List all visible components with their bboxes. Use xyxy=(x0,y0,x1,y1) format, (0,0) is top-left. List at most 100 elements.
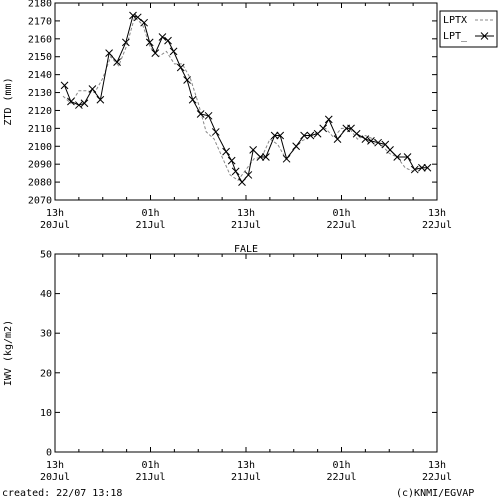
data-point-marker xyxy=(300,131,308,140)
ztd-y-axis-label: ZTD (mm) xyxy=(3,77,14,125)
ztd-legend-box xyxy=(439,10,498,48)
iwv-x-tick-label-date: 22Jul xyxy=(422,472,452,483)
marker-stroke xyxy=(96,95,105,104)
data-point-marker xyxy=(145,38,154,47)
marker-stroke xyxy=(249,146,258,154)
marker-stroke xyxy=(231,167,240,176)
ztd-y-tick-label: 2100 xyxy=(28,142,52,153)
iwv-chart-title: FALE xyxy=(234,244,258,255)
ztd-x-tick-label-date: 21Jul xyxy=(135,220,165,231)
data-point-marker xyxy=(393,153,402,161)
marker-stroke xyxy=(300,131,308,140)
ztd-plot-frame xyxy=(54,2,438,201)
marker-stroke xyxy=(386,146,394,154)
data-point-marker xyxy=(292,142,300,151)
marker-stroke xyxy=(367,137,375,145)
ztd-x-tick-label-date: 22Jul xyxy=(326,220,356,231)
ztd-y-tick-label: 2160 xyxy=(28,34,52,45)
iwv-y-tick-label: 20 xyxy=(40,368,52,379)
iwv-x-tick-label-hour: 13h xyxy=(46,460,64,471)
data-point-marker xyxy=(88,85,97,93)
data-point-marker xyxy=(367,137,375,145)
marker-stroke xyxy=(374,138,382,147)
iwv-x-tick-label-hour: 13h xyxy=(428,460,446,471)
marker-stroke xyxy=(238,178,246,186)
marker-stroke xyxy=(403,153,412,161)
legend-label: LPTX xyxy=(443,15,467,26)
marker-stroke xyxy=(183,76,191,84)
iwv-x-tick-label-date: 20Jul xyxy=(40,472,70,483)
marker-stroke xyxy=(176,63,185,72)
data-point-marker xyxy=(164,36,172,45)
data-point-marker xyxy=(204,111,213,120)
ztd-y-tick-label: 2140 xyxy=(28,70,52,81)
data-point-marker xyxy=(333,135,342,143)
data-point-marker xyxy=(238,178,246,186)
iwv-plot-frame xyxy=(54,253,438,453)
data-point-marker xyxy=(133,13,142,22)
marker-stroke xyxy=(282,154,291,163)
marker-stroke xyxy=(105,49,113,57)
marker-stroke xyxy=(145,38,154,47)
data-point-marker xyxy=(222,147,230,156)
data-point-marker xyxy=(386,146,394,154)
marker-stroke xyxy=(361,135,370,143)
data-point-marker xyxy=(244,171,253,179)
marker-stroke xyxy=(196,110,205,118)
marker-stroke xyxy=(188,95,197,104)
iwv-y-tick-label: 40 xyxy=(40,289,52,300)
marker-stroke xyxy=(80,99,89,108)
marker-stroke xyxy=(306,131,315,140)
marker-stroke xyxy=(270,131,279,140)
data-point-marker xyxy=(158,33,167,41)
marker-stroke xyxy=(151,49,160,57)
ztd-x-tick-label-date: 22Jul xyxy=(422,220,452,231)
data-point-marker xyxy=(276,131,285,140)
data-point-marker xyxy=(151,49,160,57)
iwv-y-tick-label: 50 xyxy=(40,250,52,261)
iwv-x-tick-label-date: 21Jul xyxy=(135,472,165,483)
marker-stroke xyxy=(319,124,328,133)
ztd-x-tick-label-hour: 13h xyxy=(237,208,255,219)
data-point-marker xyxy=(129,11,137,20)
ztd-y-tick-label: 2150 xyxy=(28,52,52,63)
data-point-marker xyxy=(410,165,419,174)
ztd-y-tick-label: 2180 xyxy=(28,0,52,10)
iwv-x-tick-label-date: 21Jul xyxy=(231,472,261,483)
iwv-y-tick-label: 10 xyxy=(40,408,52,419)
marker-stroke xyxy=(292,142,300,151)
iwv-x-tick-label-hour: 01h xyxy=(332,460,350,471)
iwv-x-tick-label-date: 22Jul xyxy=(326,472,356,483)
marker-stroke xyxy=(133,13,142,22)
iwv-y-axis-label: IWV (kg/m2) xyxy=(3,320,14,386)
marker-stroke xyxy=(88,85,97,93)
ztd-series-line-lptx xyxy=(62,16,422,181)
ztd-x-tick-label-date: 20Jul xyxy=(40,220,70,231)
marker-stroke xyxy=(347,124,355,133)
marker-stroke xyxy=(276,131,285,140)
data-point-marker xyxy=(418,163,426,172)
ztd-x-tick-label-hour: 13h xyxy=(46,208,64,219)
ztd-y-tick-label: 2120 xyxy=(28,106,52,117)
ztd-y-tick-label: 2170 xyxy=(28,16,52,27)
marker-stroke xyxy=(211,128,220,136)
marker-stroke xyxy=(324,115,333,124)
created-timestamp: created: 22/07 13:18 xyxy=(2,488,123,499)
data-point-marker xyxy=(256,153,265,161)
marker-stroke xyxy=(129,11,137,20)
marker-stroke xyxy=(67,97,75,106)
legend-label: LPT_ xyxy=(443,31,468,42)
ztd-y-tick-label: 2070 xyxy=(28,196,52,207)
ztd-x-tick-label-hour: 13h xyxy=(428,208,446,219)
data-point-marker xyxy=(60,81,69,90)
data-point-marker xyxy=(227,156,236,165)
data-point-marker xyxy=(374,138,382,147)
ztd-x-tick-label-date: 21Jul xyxy=(231,220,261,231)
data-point-marker xyxy=(169,47,178,56)
data-point-marker xyxy=(403,153,412,161)
data-point-marker xyxy=(196,110,205,118)
marker-stroke xyxy=(244,171,253,179)
data-point-marker xyxy=(324,115,333,124)
marker-stroke xyxy=(262,153,270,161)
data-point-marker xyxy=(282,154,291,163)
